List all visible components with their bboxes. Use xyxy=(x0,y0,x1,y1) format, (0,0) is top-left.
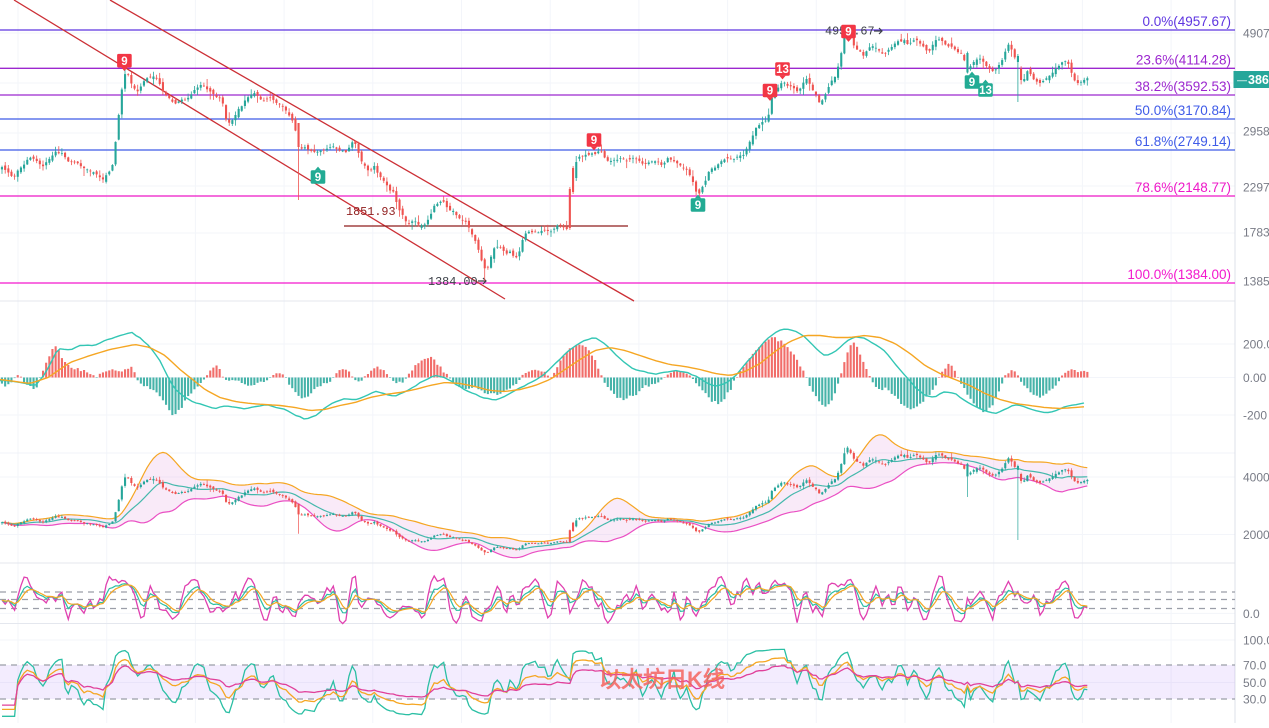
svg-text:30.0: 30.0 xyxy=(1243,693,1267,707)
svg-text:3862: 3862 xyxy=(1248,73,1269,87)
svg-text:9: 9 xyxy=(121,56,127,68)
svg-text:13: 13 xyxy=(979,85,992,97)
svg-text:2958: 2958 xyxy=(1243,125,1269,139)
svg-text:9: 9 xyxy=(767,86,773,98)
svg-text:0.00: 0.00 xyxy=(1243,371,1267,385)
svg-text:9: 9 xyxy=(315,172,321,184)
svg-text:—: — xyxy=(1237,76,1247,87)
svg-text:0.0%(4957.67): 0.0%(4957.67) xyxy=(1142,14,1231,29)
svg-text:1384.00: 1384.00 xyxy=(428,275,478,289)
svg-text:1385: 1385 xyxy=(1243,275,1269,289)
svg-text:2000: 2000 xyxy=(1243,528,1269,542)
svg-text:38.2%(3592.53): 38.2%(3592.53) xyxy=(1135,79,1231,94)
svg-text:4000: 4000 xyxy=(1243,471,1269,485)
svg-text:以太坊日K线: 以太坊日K线 xyxy=(599,667,725,692)
svg-text:9: 9 xyxy=(969,77,975,89)
svg-text:61.8%(2749.14): 61.8%(2749.14) xyxy=(1135,134,1231,149)
svg-text:100.0: 100.0 xyxy=(1243,634,1269,648)
svg-text:78.6%(2148.77): 78.6%(2148.77) xyxy=(1135,180,1231,195)
svg-text:23.6%(4114.28): 23.6%(4114.28) xyxy=(1136,52,1231,67)
svg-text:1851.93: 1851.93 xyxy=(346,205,396,219)
svg-text:13: 13 xyxy=(776,64,789,76)
svg-text:9: 9 xyxy=(591,135,597,147)
svg-text:200.0: 200.0 xyxy=(1243,338,1269,352)
svg-text:100.0%(1384.00): 100.0%(1384.00) xyxy=(1127,267,1231,282)
svg-text:0.0: 0.0 xyxy=(1243,607,1260,621)
svg-text:9: 9 xyxy=(695,200,701,212)
svg-text:9: 9 xyxy=(845,27,851,39)
svg-text:50.0: 50.0 xyxy=(1243,676,1267,690)
svg-text:-200: -200 xyxy=(1243,409,1267,423)
svg-text:70.0: 70.0 xyxy=(1243,659,1267,673)
svg-text:2297: 2297 xyxy=(1243,181,1269,195)
svg-text:50.0%(3170.84): 50.0%(3170.84) xyxy=(1135,103,1231,118)
svg-text:4907: 4907 xyxy=(1243,27,1269,41)
svg-text:1783: 1783 xyxy=(1243,226,1269,240)
